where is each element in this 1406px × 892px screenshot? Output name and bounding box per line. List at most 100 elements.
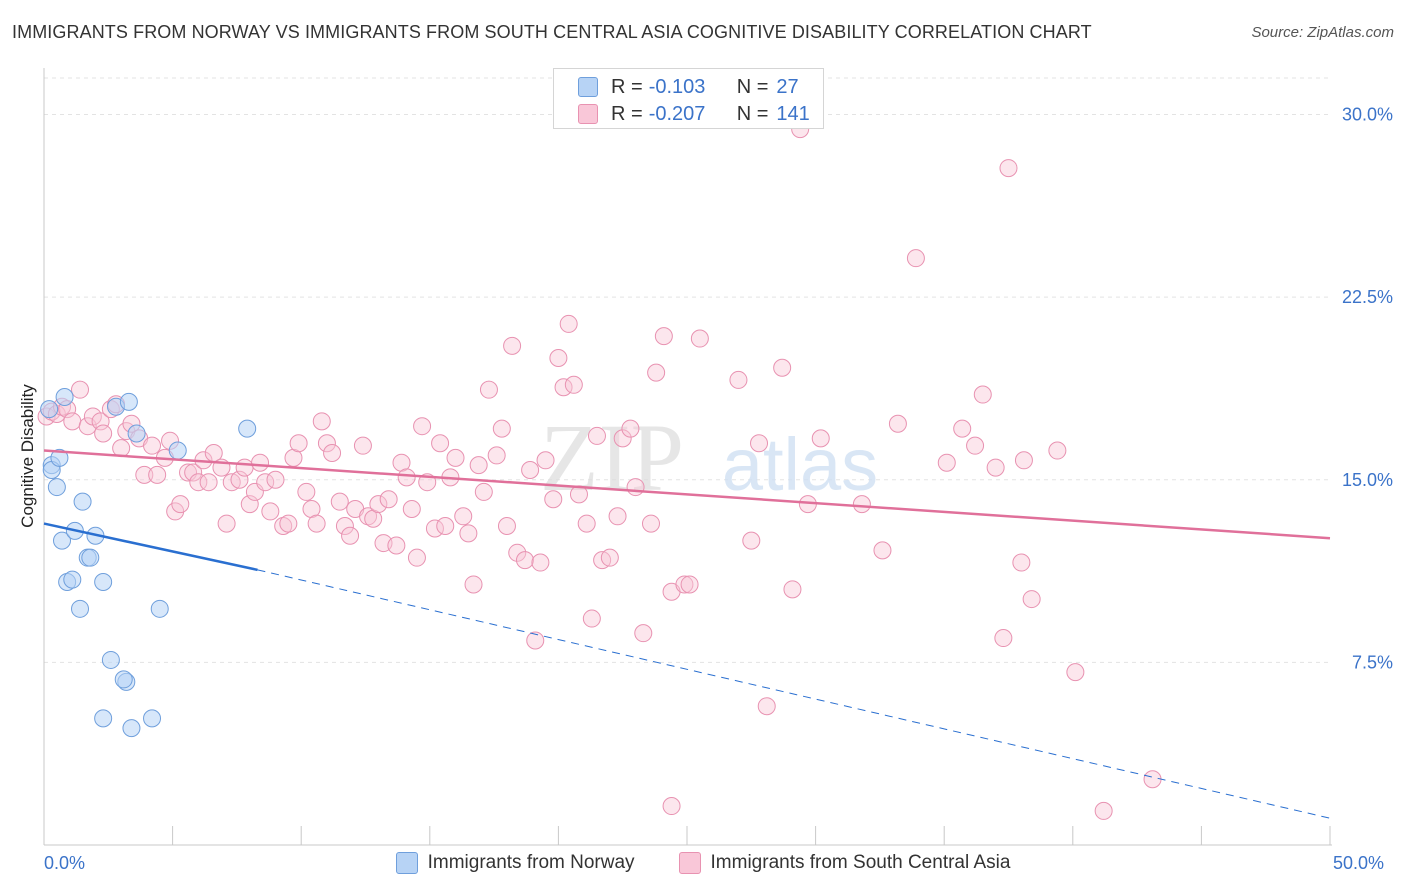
legend-n-label: N =	[736, 102, 769, 125]
data-point-south-central-asia	[966, 436, 985, 455]
data-point-south-central-asia	[431, 434, 450, 453]
data-point-norway	[47, 478, 66, 497]
data-point-south-central-asia	[1066, 663, 1085, 682]
data-point-south-central-asia	[608, 507, 627, 526]
data-point-south-central-asia	[407, 548, 426, 567]
trend-line-norway-extrapolated	[257, 569, 1331, 819]
data-point-south-central-asia	[341, 526, 360, 545]
data-point-south-central-asia	[63, 412, 82, 431]
data-point-south-central-asia	[680, 575, 699, 594]
watermark-zip: ZIP	[540, 404, 684, 511]
data-point-south-central-asia	[317, 434, 336, 453]
data-point-south-central-asia	[811, 429, 830, 448]
legend-swatch-south-central-asia	[578, 104, 598, 124]
data-point-south-central-asia	[544, 490, 563, 509]
data-point-norway	[168, 441, 187, 460]
data-point-south-central-asia	[1143, 770, 1162, 789]
data-point-south-central-asia	[531, 553, 550, 572]
legend-swatch-norway	[395, 852, 418, 874]
data-point-south-central-asia	[690, 329, 709, 348]
series-norway	[40, 387, 257, 738]
data-point-south-central-asia	[1014, 451, 1033, 470]
data-point-south-central-asia	[515, 551, 534, 570]
y-tick-label: 30.0%	[1342, 105, 1393, 125]
trend-line-norway	[43, 522, 258, 572]
data-point-south-central-asia	[873, 541, 892, 560]
data-point-south-central-asia	[302, 499, 321, 518]
data-point-south-central-asia	[582, 609, 601, 628]
data-point-norway	[143, 709, 162, 728]
data-point-norway	[55, 387, 74, 406]
data-point-south-central-asia	[289, 434, 308, 453]
data-point-norway	[71, 599, 90, 618]
data-point-south-central-asia	[148, 465, 167, 484]
legend-label-south-central-asia: Immigrants from South Central Asia	[710, 852, 1011, 873]
data-point-south-central-asia	[852, 495, 871, 514]
data-point-south-central-asia	[953, 419, 972, 438]
data-point-norway	[119, 392, 138, 411]
data-point-norway	[73, 492, 92, 511]
data-point-norway	[63, 570, 82, 589]
legend-swatch-south-central-asia	[678, 852, 701, 874]
data-point-south-central-asia	[251, 453, 270, 472]
data-point-south-central-asia	[446, 448, 465, 467]
watermark-atlas: atlas	[722, 423, 878, 506]
legend-row-norway: R = -0.103 N = 27	[578, 74, 799, 100]
data-point-south-central-asia	[364, 509, 383, 528]
data-point-south-central-asia	[662, 797, 681, 816]
data-point-south-central-asia	[256, 473, 275, 492]
data-point-south-central-asia	[474, 482, 493, 501]
data-point-south-central-asia	[189, 473, 208, 492]
data-point-south-central-asia	[312, 412, 331, 431]
data-point-south-central-asia	[479, 380, 498, 399]
data-point-south-central-asia	[564, 375, 583, 394]
data-point-south-central-asia	[487, 446, 506, 465]
data-point-south-central-asia	[464, 575, 483, 594]
legend-n-label: N =	[736, 75, 769, 98]
legend-r-label: R =	[611, 102, 643, 125]
data-point-south-central-asia	[508, 543, 527, 562]
data-point-south-central-asia	[184, 463, 203, 482]
data-point-south-central-asia	[999, 159, 1018, 178]
legend-item-norway[interactable]: Immigrants from Norway	[395, 852, 635, 874]
data-point-south-central-asia	[425, 519, 444, 538]
data-point-south-central-asia	[641, 514, 660, 533]
data-point-norway	[150, 599, 169, 618]
y-tick-labels: 7.5% 15.0% 22.5% 30.0%	[1342, 105, 1393, 673]
data-point-south-central-asia	[503, 336, 522, 355]
data-point-south-central-asia	[783, 580, 802, 599]
data-point-norway	[81, 548, 100, 567]
data-point-south-central-asia	[323, 443, 342, 462]
data-point-norway	[238, 419, 257, 438]
chart-title: IMMIGRANTS FROM NORWAY VS IMMIGRANTS FRO…	[12, 22, 1092, 42]
data-point-south-central-asia	[397, 468, 416, 487]
data-point-south-central-asia	[613, 429, 632, 448]
data-point-south-central-asia	[1094, 801, 1113, 820]
data-point-norway	[127, 424, 146, 443]
data-point-south-central-asia	[750, 434, 769, 453]
data-point-south-central-asia	[1048, 441, 1067, 460]
data-point-norway	[40, 400, 59, 419]
data-point-south-central-asia	[436, 517, 455, 536]
data-point-south-central-asia	[1022, 590, 1041, 609]
data-point-south-central-asia	[392, 453, 411, 472]
data-point-south-central-asia	[171, 495, 190, 514]
data-point-south-central-asia	[402, 499, 421, 518]
data-point-south-central-asia	[986, 458, 1005, 477]
x-tick-label-max: 50.0%	[1333, 853, 1385, 873]
trend-lines	[43, 449, 1331, 819]
data-point-south-central-asia	[71, 380, 90, 399]
data-point-norway	[53, 531, 72, 550]
data-point-south-central-asia	[497, 517, 516, 536]
data-point-south-central-asia	[634, 624, 653, 643]
data-point-south-central-asia	[413, 417, 432, 436]
data-point-south-central-asia	[626, 478, 645, 497]
data-point-south-central-asia	[742, 531, 761, 550]
legend-item-south-central-asia[interactable]: Immigrants from South Central Asia	[678, 852, 1011, 874]
legend-label-norway: Immigrants from Norway	[427, 852, 635, 873]
legend-row-south-central-asia: R = -0.207 N = 141	[578, 101, 810, 127]
data-point-south-central-asia	[526, 631, 545, 650]
data-point-norway	[94, 709, 113, 728]
data-point-norway	[122, 719, 141, 738]
y-tick-label: 22.5%	[1342, 287, 1393, 307]
